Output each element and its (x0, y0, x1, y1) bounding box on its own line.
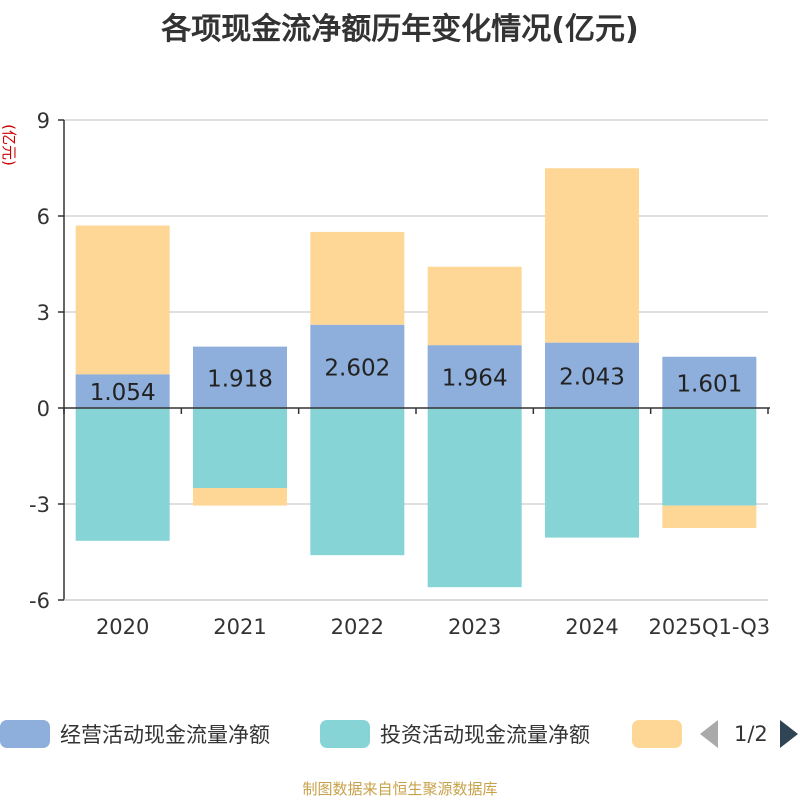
bar-0-1[interactable] (193, 346, 287, 408)
data-label: 2.043 (559, 364, 625, 390)
data-label: 1.054 (90, 380, 156, 406)
legend-page-indicator: 1/2 (734, 722, 768, 746)
bar-1-2[interactable] (310, 408, 405, 556)
data-label: 2.602 (324, 355, 390, 381)
bar-0-4[interactable] (545, 342, 639, 408)
legend-swatch-third (632, 720, 682, 748)
bar-1-3[interactable] (427, 408, 522, 588)
axes: 9 6 3 0 -3 -6 2020 2021 2022 2023 2024 2025Q1-Q3 (29, 109, 770, 639)
x-tick-label: 2025Q1-Q3 (649, 615, 771, 639)
y-tick-label: -3 (29, 493, 50, 517)
bar-1-5[interactable] (662, 408, 757, 506)
data-labels: 1.054 1.918 2.602 1.964 2.043 1.601 (90, 355, 743, 406)
y-tick-label: 0 (37, 397, 50, 421)
legend-prev-icon[interactable] (700, 720, 718, 748)
data-label: 1.601 (676, 371, 742, 397)
grid-lines (64, 119, 768, 601)
bar-0-3[interactable] (427, 345, 522, 408)
bar-group (75, 168, 757, 588)
bar-2-3[interactable] (427, 266, 522, 346)
y-axis-title: (亿元) (0, 124, 18, 166)
bar-2-2[interactable] (310, 231, 405, 325)
bar-0-0[interactable] (75, 374, 170, 408)
legend-swatch-investing (320, 720, 370, 748)
legend-pager: 1/2 (700, 718, 798, 750)
legend-item-third[interactable] (632, 718, 682, 750)
y-tick-label: 9 (37, 109, 50, 133)
legend-item-operating[interactable]: 经营活动现金流量净额 (0, 718, 270, 750)
legend-label-investing: 投资活动现金流量净额 (380, 723, 590, 747)
chart-title: 各项现金流净额历年变化情况(亿元) (161, 12, 639, 47)
legend-next-icon[interactable] (779, 720, 798, 748)
bar-2-5[interactable] (662, 505, 757, 528)
x-tick-label: 2024 (565, 615, 618, 639)
y-tick-label: 6 (37, 205, 50, 229)
bar-2-0[interactable] (75, 225, 170, 375)
y-tick-label: 3 (37, 301, 50, 325)
y-tick-label: -6 (29, 589, 50, 613)
bar-0-2[interactable] (310, 324, 405, 408)
bar-1-1[interactable] (193, 408, 287, 488)
x-tick-label: 2023 (448, 615, 501, 639)
data-label: 1.964 (442, 366, 508, 392)
x-tick-label: 2022 (331, 615, 384, 639)
legend-item-investing[interactable]: 投资活动现金流量净额 (320, 718, 590, 750)
bar-2-1[interactable] (193, 488, 287, 506)
legend-swatch-operating (0, 720, 50, 748)
bar-0-5[interactable] (662, 356, 757, 408)
bar-1-4[interactable] (545, 408, 639, 538)
legend-label-operating: 经营活动现金流量净额 (60, 723, 270, 747)
data-label: 1.918 (207, 366, 273, 392)
x-tick-label: 2021 (213, 615, 266, 639)
x-tick-label: 2020 (96, 615, 149, 639)
source-note: 制图数据来自恒生聚源数据库 (302, 780, 498, 798)
bar-2-4[interactable] (545, 168, 639, 343)
bar-1-0[interactable] (75, 408, 170, 541)
